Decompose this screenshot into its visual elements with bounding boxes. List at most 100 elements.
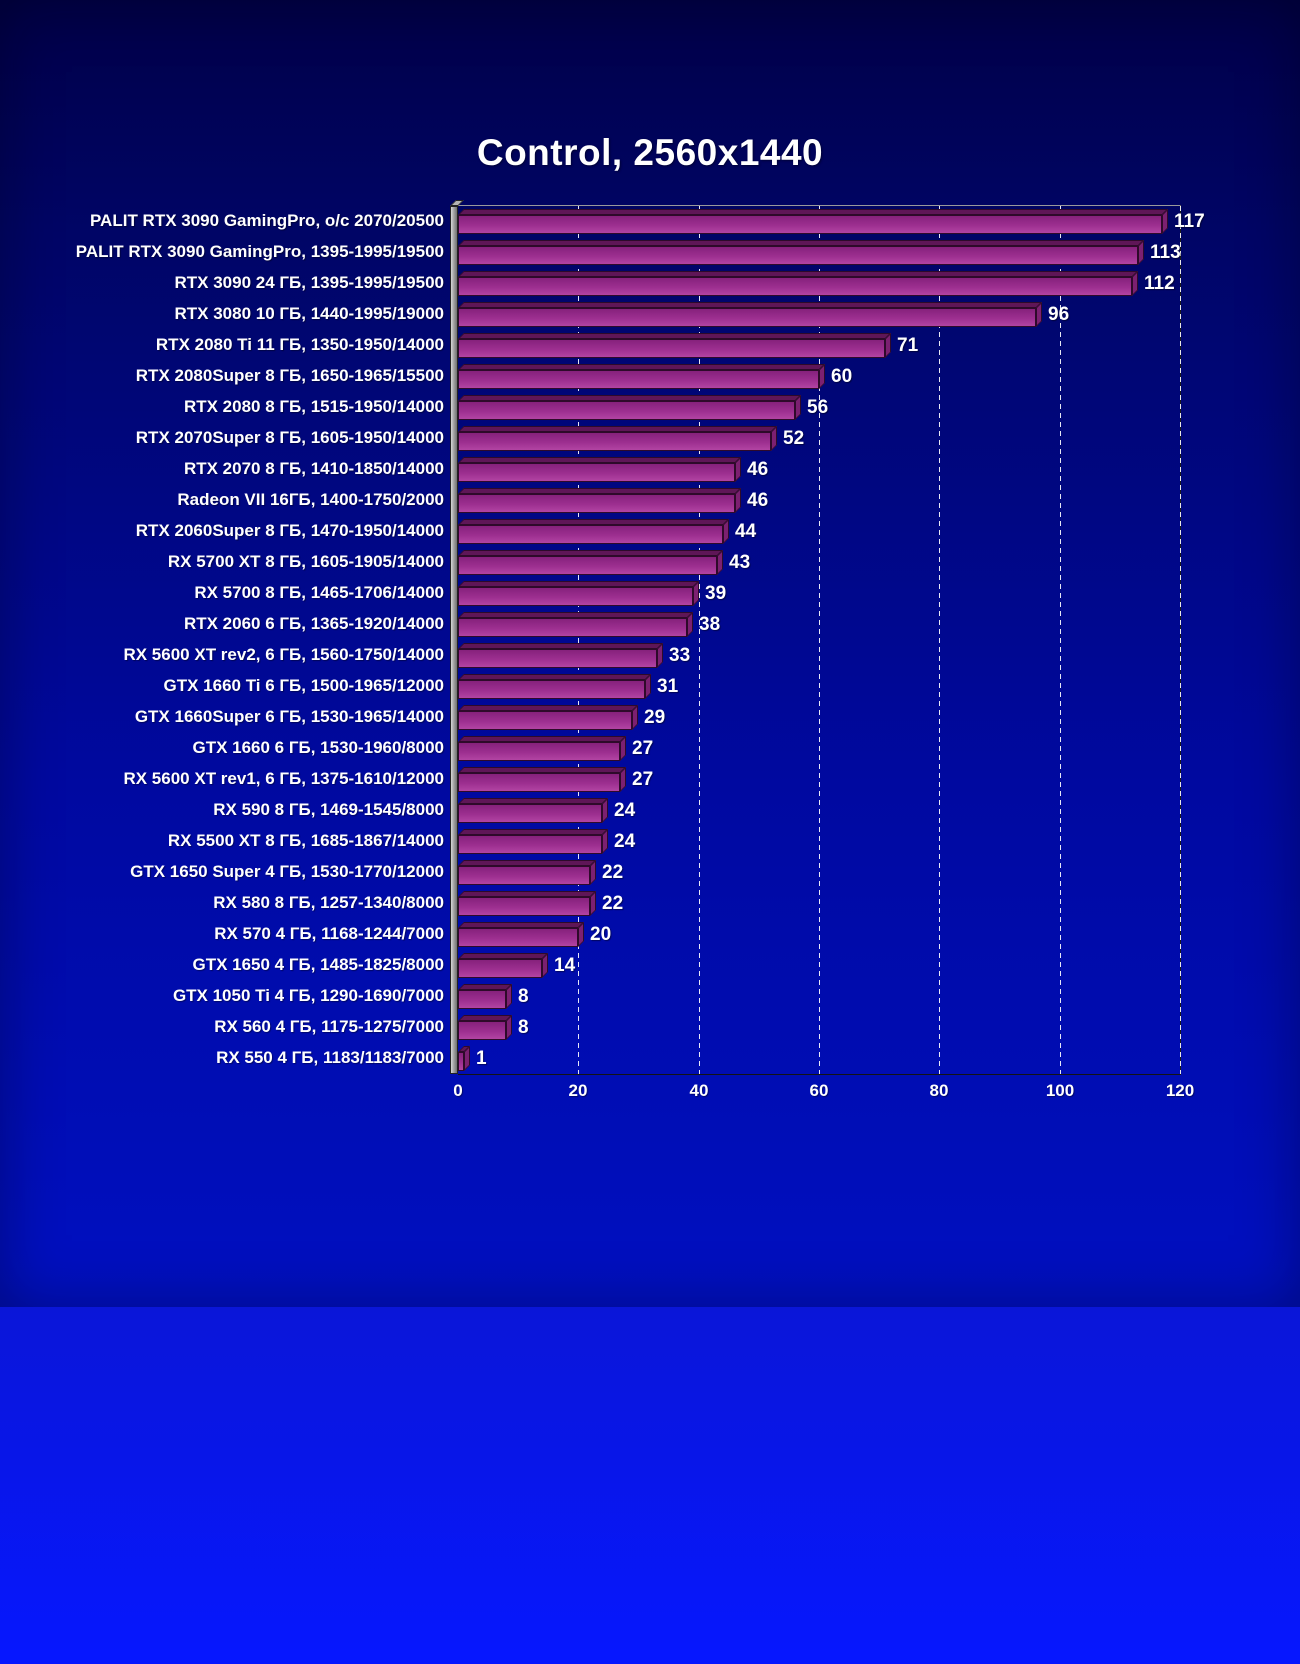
value-label: 39 xyxy=(705,582,727,604)
chart-row: 60 xyxy=(458,361,1180,392)
bar-end-face xyxy=(687,612,693,637)
bar-end-face xyxy=(542,953,548,978)
bar xyxy=(458,581,699,606)
category-label: Radeon VII 16ГБ, 1400-1750/2000 xyxy=(177,489,444,509)
category-label: RTX 2070 8 ГБ, 1410-1850/14000 xyxy=(183,458,444,478)
value-label: 22 xyxy=(602,892,624,914)
value-label: 52 xyxy=(783,427,805,449)
category-label: RTX 3080 10 ГБ, 1440-1995/19000 xyxy=(174,303,445,323)
category-label: GTX 1650 4 ГБ, 1485-1825/8000 xyxy=(192,954,444,974)
category-label: RTX 2080 8 ГБ, 1515-1950/14000 xyxy=(183,396,444,416)
chart-row: 24 xyxy=(458,795,1180,826)
bar-end-face xyxy=(632,705,638,730)
bar xyxy=(458,333,891,358)
value-label: 43 xyxy=(729,551,751,573)
value-label: 24 xyxy=(614,830,636,852)
value-label: 20 xyxy=(590,923,612,945)
bar-front-face xyxy=(458,618,687,637)
category-label: GTX 1650 Super 4 ГБ, 1530-1770/12000 xyxy=(130,861,444,881)
bar-front-face xyxy=(458,773,620,792)
bar xyxy=(458,922,584,947)
chart-row: 43 xyxy=(458,547,1180,578)
bar-end-face xyxy=(464,1046,470,1071)
bar-end-face xyxy=(1162,209,1168,234)
bar-end-face xyxy=(602,798,608,823)
x-axis-labels: 0 20 40 60 80 100 120 xyxy=(453,1081,1194,1107)
bar-front-face xyxy=(458,1021,506,1040)
chart-row: 14 xyxy=(458,950,1180,981)
chart-row: 52 xyxy=(458,423,1180,454)
bar-front-face xyxy=(458,339,885,358)
bar xyxy=(458,860,596,885)
bar-front-face xyxy=(458,463,735,482)
value-label: 96 xyxy=(1048,303,1070,325)
bar xyxy=(458,767,626,792)
bar-front-face xyxy=(458,990,506,1009)
category-label: RX 5700 8 ГБ, 1465-1706/14000 xyxy=(194,582,444,602)
chart-row: 20 xyxy=(458,919,1180,950)
value-label: 71 xyxy=(897,334,919,356)
chart-row: 46 xyxy=(458,454,1180,485)
bar-front-face xyxy=(458,804,602,823)
chart-row: 27 xyxy=(458,733,1180,764)
value-label: 8 xyxy=(518,985,529,1007)
value-label: 44 xyxy=(735,520,757,542)
value-label: 8 xyxy=(518,1016,529,1038)
bar-front-face xyxy=(458,556,717,575)
chart-row: 44 xyxy=(458,516,1180,547)
bar-end-face xyxy=(1132,271,1138,296)
bar-end-face xyxy=(590,891,596,916)
bar-front-face xyxy=(458,246,1138,265)
bar-end-face xyxy=(1036,302,1042,327)
value-label: 112 xyxy=(1144,272,1175,294)
chart-row: 33 xyxy=(458,640,1180,671)
category-label: RX 5600 XT rev2, 6 ГБ, 1560-1750/14000 xyxy=(123,644,444,664)
value-label: 56 xyxy=(807,396,829,418)
bar-rows: 117 113 112 96 71 60 56 52 46 46 44 43 39 38 33 31 29 27 2… xyxy=(458,206,1205,1074)
bar-front-face xyxy=(458,277,1132,296)
bar xyxy=(458,674,651,699)
category-label: RTX 3090 24 ГБ, 1395-1995/19500 xyxy=(174,272,445,292)
category-label: RX 5600 XT rev1, 6 ГБ, 1375-1610/12000 xyxy=(123,768,444,788)
category-label: GTX 1660 6 ГБ, 1530-1960/8000 xyxy=(192,737,444,757)
benchmark-chart-canvas: Control, 2560x1440 PALIT RTX 3090 Gaming… xyxy=(0,0,1300,1307)
value-label: 46 xyxy=(747,458,769,480)
bar-front-face xyxy=(458,370,819,389)
chart-row: 8 xyxy=(458,1012,1180,1043)
category-label: GTX 1050 Ti 4 ГБ, 1290-1690/7000 xyxy=(172,985,444,1005)
bar xyxy=(458,984,512,1009)
category-label: RTX 2080 Ti 11 ГБ, 1350-1950/14000 xyxy=(155,334,444,354)
axis-tick-label: 20 xyxy=(568,1081,588,1100)
chart-row: 22 xyxy=(458,888,1180,919)
chart-row: 71 xyxy=(458,330,1180,361)
bar-front-face xyxy=(458,835,602,854)
category-label: PALIT RTX 3090 GamingPro, o/c 2070/20500 xyxy=(89,210,444,230)
category-label: RX 570 4 ГБ, 1168-1244/7000 xyxy=(214,923,444,943)
bar-front-face xyxy=(458,680,645,699)
value-label: 60 xyxy=(831,365,853,387)
category-label: GTX 1660Super 6 ГБ, 1530-1965/14000 xyxy=(134,706,444,726)
axis-wall xyxy=(450,206,458,1074)
category-label: RX 550 4 ГБ, 1183/1183/7000 xyxy=(216,1047,444,1067)
value-label: 33 xyxy=(669,644,691,666)
bar-front-face xyxy=(458,401,795,420)
bar-front-face xyxy=(458,432,771,451)
page-background-band xyxy=(0,1307,1300,1664)
chart-row: 46 xyxy=(458,485,1180,516)
axis-tick-label: 80 xyxy=(929,1081,949,1100)
bar-end-face xyxy=(693,581,699,606)
axis-tick-label: 100 xyxy=(1045,1081,1075,1100)
chart-row: 117 xyxy=(458,206,1205,237)
bar-front-face xyxy=(458,215,1162,234)
bar-end-face xyxy=(735,457,741,482)
category-labels-column: PALIT RTX 3090 GamingPro, o/c 2070/20500… xyxy=(0,205,444,1073)
bar xyxy=(458,395,801,420)
bar xyxy=(458,271,1138,296)
bar xyxy=(458,209,1168,234)
bar-front-face xyxy=(458,928,578,947)
bar-front-face xyxy=(458,525,723,544)
bar xyxy=(458,612,693,637)
category-label: GTX 1660 Ti 6 ГБ, 1500-1965/12000 xyxy=(163,675,444,695)
bar-end-face xyxy=(885,333,891,358)
